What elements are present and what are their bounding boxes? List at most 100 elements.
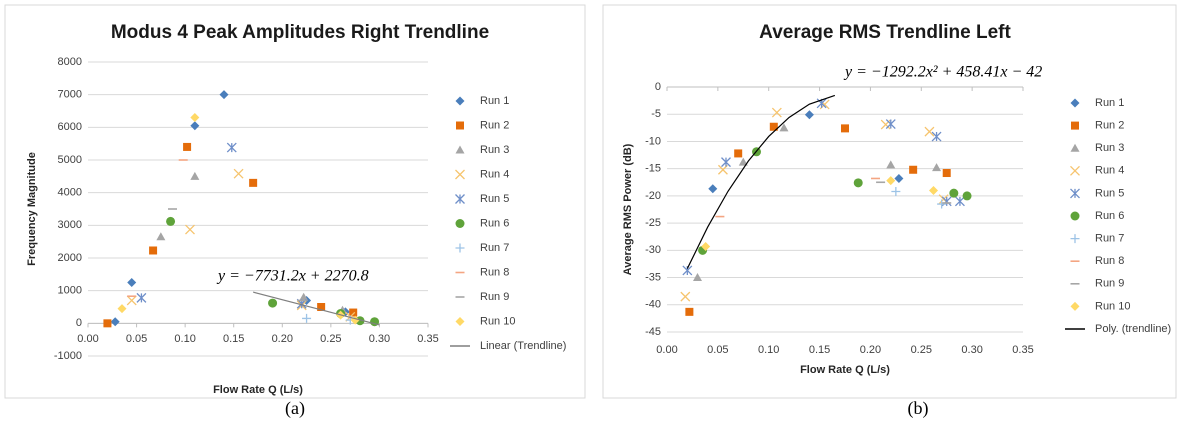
marker-diamond bbox=[804, 110, 814, 120]
marker-triangle bbox=[886, 160, 896, 169]
marker-circle bbox=[962, 191, 972, 201]
y-tick-label: 1000 bbox=[58, 285, 82, 297]
legend-label: Run 4 bbox=[480, 168, 509, 180]
chart-title: Average RMS Trendline Left bbox=[759, 22, 1011, 43]
y-tick-label: 2000 bbox=[58, 252, 82, 264]
y-tick-label: -1000 bbox=[54, 350, 82, 362]
chart-frame bbox=[4, 4, 586, 399]
trendline bbox=[686, 94, 836, 269]
marker-asterisk bbox=[931, 131, 942, 142]
marker-triangle bbox=[932, 163, 942, 172]
x-tick-label: 0.25 bbox=[320, 333, 341, 345]
y-tick-label: 6000 bbox=[58, 121, 82, 133]
legend-label: Run 1 bbox=[1095, 97, 1124, 109]
y-tick-label: -25 bbox=[645, 217, 661, 229]
x-tick-label: 0.00 bbox=[77, 333, 98, 345]
marker-diamond bbox=[190, 113, 200, 123]
x-tick-label: 0.20 bbox=[272, 333, 293, 345]
marker-circle bbox=[853, 178, 863, 188]
marker-circle bbox=[455, 219, 465, 228]
marker-square bbox=[249, 178, 258, 187]
marker-circle bbox=[166, 216, 176, 226]
marker-square bbox=[149, 246, 158, 255]
equation: y = −1292.2x² + 458.41x − 42 bbox=[843, 64, 1042, 81]
legend-label: Run 8 bbox=[480, 266, 509, 278]
marker-x bbox=[126, 295, 137, 306]
y-tick-label: 8000 bbox=[58, 56, 82, 68]
marker-circle bbox=[268, 298, 278, 308]
caption: (b) bbox=[908, 398, 929, 419]
legend-label: Run 6 bbox=[1095, 210, 1124, 222]
marker-triangle bbox=[299, 292, 309, 301]
x-tick-label: 0.30 bbox=[961, 344, 982, 356]
marker-asterisk bbox=[954, 196, 965, 207]
caption: (a) bbox=[285, 398, 305, 419]
marker-diamond bbox=[110, 317, 120, 327]
marker-triangle bbox=[779, 123, 789, 132]
x-tick-label: 0.10 bbox=[174, 333, 195, 345]
marker-square bbox=[734, 149, 743, 158]
legend-label: Run 10 bbox=[480, 315, 515, 327]
legend-label: Run 1 bbox=[480, 95, 509, 107]
marker-circle bbox=[1070, 211, 1080, 221]
y-tick-label: 5000 bbox=[58, 154, 82, 166]
marker-x bbox=[455, 169, 465, 180]
y-tick-label: 0 bbox=[76, 317, 82, 329]
x-axis-title: Flow Rate Q (L/s) bbox=[213, 384, 303, 396]
marker-x bbox=[680, 291, 691, 302]
marker-x bbox=[924, 126, 935, 137]
chart-title: Modus 4 Peak Amplitudes Right Trendline bbox=[111, 22, 489, 43]
legend-label: Run 8 bbox=[1095, 255, 1124, 267]
y-tick-label: -15 bbox=[645, 163, 661, 175]
y-tick-label: -45 bbox=[645, 326, 661, 338]
marker-plus bbox=[1070, 234, 1080, 244]
y-axis-title: Average RMS Power (dB) bbox=[622, 143, 634, 275]
marker-plus bbox=[302, 313, 312, 323]
marker-square bbox=[1071, 121, 1079, 130]
marker-diamond bbox=[1070, 301, 1080, 311]
marker-diamond bbox=[127, 278, 137, 287]
legend-label: Poly. (trendline) bbox=[1095, 323, 1171, 335]
y-tick-label: 0 bbox=[655, 81, 661, 93]
marker-diamond bbox=[928, 185, 938, 195]
marker-circle bbox=[949, 188, 959, 198]
marker-triangle bbox=[455, 145, 465, 154]
x-tick-label: 0.35 bbox=[417, 333, 438, 345]
x-tick-label: 0.25 bbox=[911, 344, 932, 356]
marker-x bbox=[771, 107, 782, 118]
marker-diamond bbox=[1070, 98, 1080, 108]
legend-label: Run 4 bbox=[1095, 165, 1124, 177]
legend-label: Run 7 bbox=[1095, 233, 1124, 245]
x-tick-label: 0.15 bbox=[809, 344, 830, 356]
marker-diamond bbox=[708, 184, 718, 194]
legend-label: Linear (Trendline) bbox=[480, 340, 566, 352]
marker-square bbox=[456, 121, 464, 130]
y-tick-label: -30 bbox=[645, 244, 661, 256]
y-tick-label: -40 bbox=[645, 299, 661, 311]
equation: y = −7731.2x + 2270.8 bbox=[216, 268, 369, 285]
legend-label: Run 2 bbox=[480, 119, 509, 131]
legend-label: Run 9 bbox=[480, 291, 509, 303]
y-tick-label: 4000 bbox=[58, 187, 82, 199]
x-tick-label: 0.35 bbox=[1012, 344, 1033, 356]
marker-diamond bbox=[894, 173, 904, 183]
chart: -1000 0 1000 2000 3000 4000 5000 6000 7000 8000 0.… bbox=[4, 4, 586, 419]
marker-diamond bbox=[190, 121, 200, 131]
y-axis-title: Frequency Magnitude bbox=[26, 152, 38, 266]
marker-x bbox=[185, 224, 195, 235]
y-tick-label: -20 bbox=[645, 190, 661, 202]
marker-asterisk bbox=[721, 157, 731, 168]
marker-asterisk bbox=[885, 119, 896, 129]
marker-square bbox=[317, 303, 326, 311]
x-tick-label: 0.05 bbox=[126, 333, 147, 345]
y-tick-label: -10 bbox=[645, 135, 661, 147]
y-tick-label: -35 bbox=[645, 271, 661, 283]
legend-label: Run 2 bbox=[1095, 120, 1124, 132]
x-tick-label: 0.00 bbox=[656, 344, 677, 356]
marker-asterisk bbox=[136, 292, 147, 303]
legend-label: Run 6 bbox=[480, 217, 509, 229]
marker-x bbox=[233, 168, 244, 179]
legend-label: Run 9 bbox=[1095, 278, 1124, 290]
marker-plus bbox=[455, 243, 465, 253]
chart: -45 -40 -35 -30 -25 -20 -15 -10 -5 0 0.00 0.05 0.10 0… bbox=[602, 4, 1177, 419]
